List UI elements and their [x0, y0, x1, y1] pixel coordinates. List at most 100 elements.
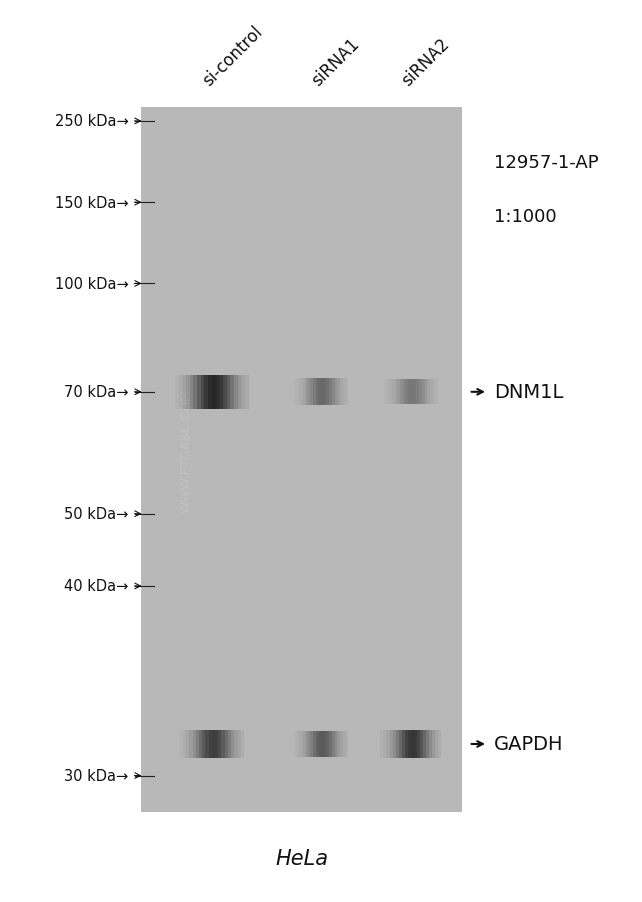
Bar [223, 375, 227, 410]
Bar [406, 380, 408, 405]
Bar [383, 380, 386, 405]
Bar [297, 379, 299, 406]
Bar [205, 730, 209, 759]
Bar [183, 730, 186, 759]
Bar [380, 730, 383, 759]
Bar [186, 730, 189, 759]
Bar [313, 732, 315, 757]
Bar [427, 380, 430, 405]
Bar [345, 379, 348, 406]
Bar [332, 732, 334, 757]
Bar [321, 732, 324, 757]
Bar [343, 379, 345, 406]
Bar [199, 730, 202, 759]
Bar [433, 380, 435, 405]
Bar [420, 730, 423, 759]
Bar [318, 379, 321, 406]
Bar [186, 375, 189, 410]
Bar [324, 732, 326, 757]
Bar [228, 730, 231, 759]
Bar [337, 379, 340, 406]
Bar [435, 730, 438, 759]
Text: 40 kDa→: 40 kDa→ [64, 579, 128, 594]
Bar [392, 730, 395, 759]
Bar [238, 375, 241, 410]
Bar [419, 380, 422, 405]
Bar [399, 730, 402, 759]
Bar [202, 730, 205, 759]
Text: 250 kDa→: 250 kDa→ [55, 115, 128, 129]
Bar [209, 730, 212, 759]
Bar [219, 375, 223, 410]
Bar [180, 730, 183, 759]
Bar [308, 379, 310, 406]
Bar [383, 730, 386, 759]
Bar [299, 379, 302, 406]
Text: GAPDH: GAPDH [494, 734, 564, 754]
Bar [422, 380, 424, 405]
Text: si-control: si-control [199, 23, 266, 90]
Bar [241, 730, 244, 759]
Bar [182, 375, 186, 410]
Bar [326, 379, 329, 406]
Bar [230, 375, 234, 410]
Text: 12957-1-AP: 12957-1-AP [494, 153, 599, 171]
Bar [241, 375, 245, 410]
Text: 70 kDa→: 70 kDa→ [64, 385, 128, 400]
Bar [193, 730, 196, 759]
Bar [435, 380, 438, 405]
Bar [299, 732, 302, 757]
Bar [334, 732, 337, 757]
Bar [397, 380, 400, 405]
Bar [302, 379, 304, 406]
Bar [414, 730, 417, 759]
Bar [215, 730, 218, 759]
Bar [423, 730, 426, 759]
Bar [432, 730, 435, 759]
Bar [332, 379, 334, 406]
Bar [208, 375, 212, 410]
Bar [225, 730, 228, 759]
Bar [175, 375, 178, 410]
Bar [310, 379, 313, 406]
Bar [403, 380, 405, 405]
Bar [340, 732, 343, 757]
Bar [340, 379, 343, 406]
Bar [315, 379, 318, 406]
Text: 30 kDa→: 30 kDa→ [64, 769, 128, 783]
Bar [238, 730, 241, 759]
FancyBboxPatch shape [141, 108, 462, 812]
Bar [426, 730, 429, 759]
Bar [318, 732, 321, 757]
Bar [190, 375, 193, 410]
Bar [304, 732, 308, 757]
Text: DNM1L: DNM1L [494, 382, 564, 402]
Text: HeLa: HeLa [275, 848, 328, 868]
Bar [413, 380, 416, 405]
Bar [395, 730, 399, 759]
Bar [345, 732, 348, 757]
Bar [321, 379, 324, 406]
Bar [337, 732, 340, 757]
Bar [245, 375, 248, 410]
Bar [212, 375, 216, 410]
Bar [315, 732, 318, 757]
Bar [429, 730, 432, 759]
Bar [438, 730, 441, 759]
Bar [404, 730, 408, 759]
Bar [197, 375, 201, 410]
Bar [408, 380, 411, 405]
Bar [234, 730, 238, 759]
Bar [193, 375, 197, 410]
Bar [196, 730, 199, 759]
Bar [400, 380, 403, 405]
Bar [310, 732, 313, 757]
Bar [216, 375, 219, 410]
Bar [411, 730, 414, 759]
Bar [430, 380, 433, 405]
Bar [329, 732, 332, 757]
Bar [293, 379, 297, 406]
Bar [326, 732, 329, 757]
Bar [386, 380, 389, 405]
Bar [411, 380, 413, 405]
